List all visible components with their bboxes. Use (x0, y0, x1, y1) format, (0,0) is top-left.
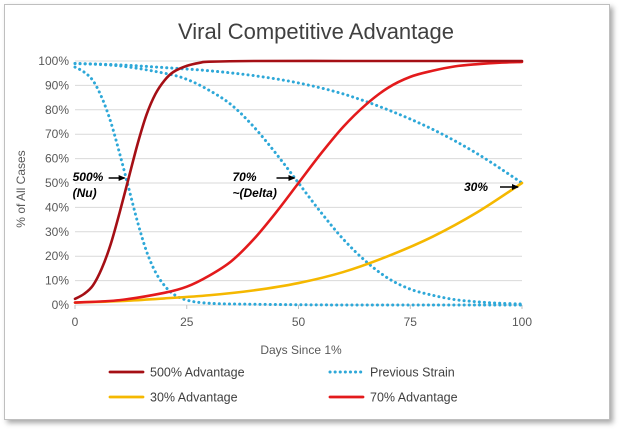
series-line-previous-strain (73, 65, 524, 307)
annotation-label: 70% (233, 170, 257, 184)
series-line-70-advantage (73, 60, 524, 304)
x-tick-label: 75 (404, 315, 418, 329)
x-tick-label: 25 (180, 315, 194, 329)
series-line-previous-strain (73, 61, 524, 306)
legend-label-70-advantage: 70% Advantage (370, 391, 458, 405)
y-tick-label: 80% (45, 103, 69, 117)
chart-title: Viral Competitive Advantage (178, 19, 454, 44)
series-line-500-advantage (73, 59, 524, 301)
chart: Viral Competitive Advantage 0% 10% 20% 30% 4… (14, 19, 532, 405)
series-line-previous-strain (73, 61, 524, 185)
y-tick-label: 60% (45, 152, 69, 166)
series-line-30-advantage (73, 181, 524, 304)
x-tick-label: 100 (512, 315, 532, 329)
legend-label-30-advantage: 30% Advantage (150, 391, 238, 405)
series-lines (73, 59, 524, 307)
y-tick-label: 30% (45, 225, 69, 239)
legend-label-500-advantage: 500% Advantage (150, 366, 245, 380)
y-tick-label: 10% (45, 274, 69, 288)
chart-frame: Viral Competitive Advantage 0% 10% 20% 30% 4… (4, 4, 610, 420)
y-tick-label: 100% (38, 54, 69, 68)
x-tick-label: 0 (72, 315, 79, 329)
legend-label-previous-strain: Previous Strain (370, 366, 455, 380)
y-tick-label: 0% (52, 298, 70, 312)
annotations: 500% (Nu) 70% ~(Delta) 30% (73, 170, 519, 200)
y-axis-ticks: 0% 10% 20% 30% 40% 50% 60% 70% 80% 90% 100% (38, 54, 69, 312)
y-tick-label: 40% (45, 200, 69, 214)
annotation-label: 500% (73, 170, 104, 184)
y-tick-label: 20% (45, 249, 69, 263)
annotation-label: 30% (464, 180, 488, 194)
annotation-label: (Nu) (73, 186, 97, 200)
x-tick-label: 50 (292, 315, 306, 329)
legend: 500% Advantage Previous Strain 30% Advanta… (108, 366, 458, 405)
y-tick-label: 90% (45, 78, 69, 92)
annotation-label: ~(Delta) (233, 186, 277, 200)
y-axis-label: % of All Cases (14, 150, 28, 227)
x-axis-ticks: 0 25 50 75 100 (72, 305, 532, 329)
y-tick-label: 70% (45, 127, 69, 141)
y-tick-label: 50% (45, 176, 69, 190)
x-axis-label: Days Since 1% (260, 343, 342, 357)
